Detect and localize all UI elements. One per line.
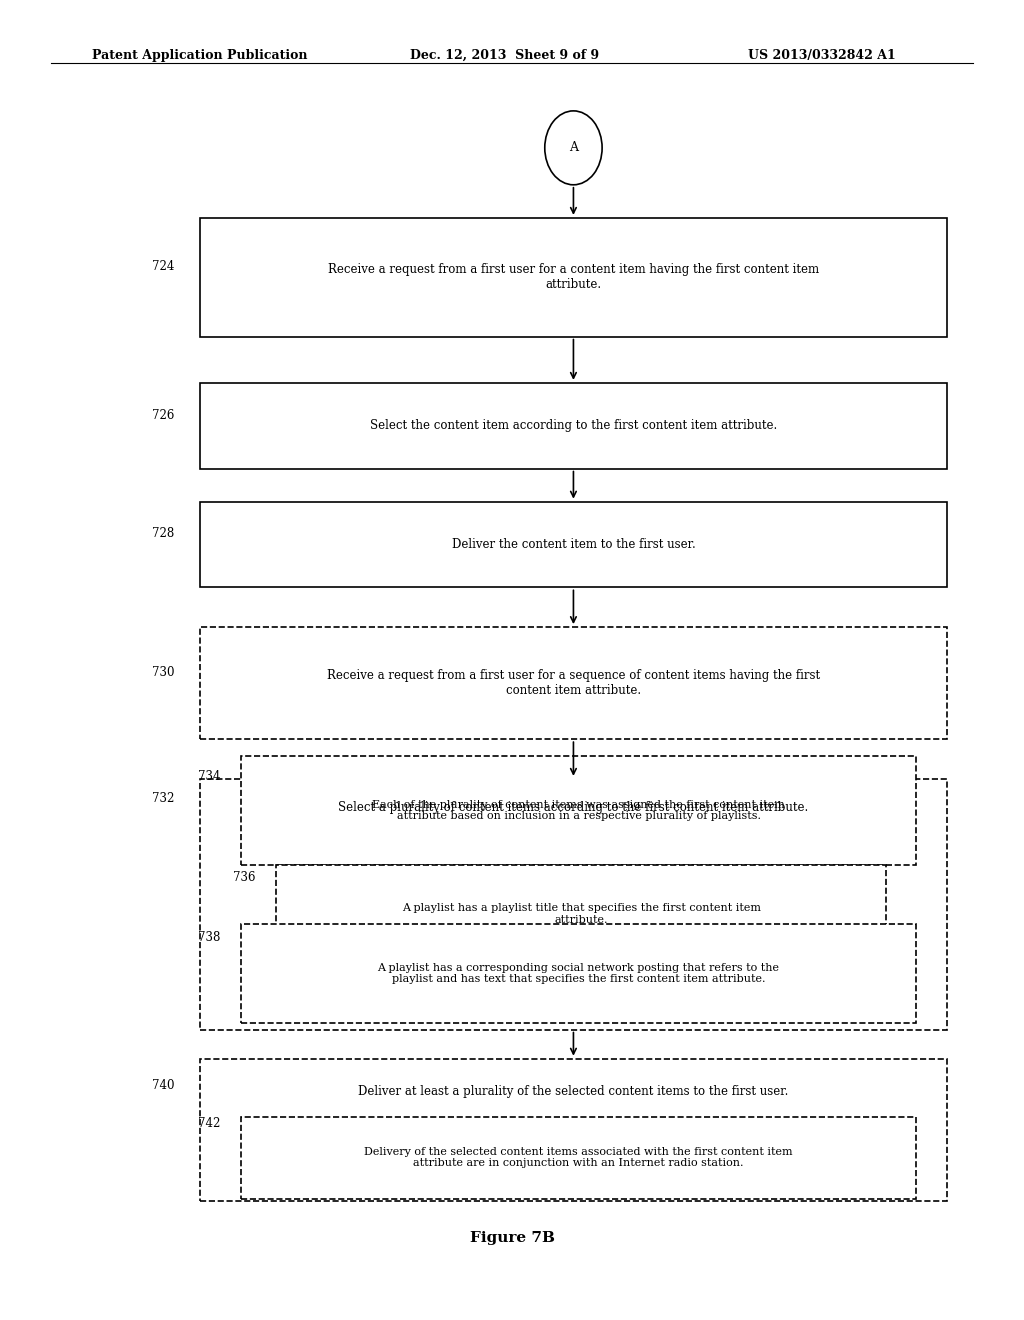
Text: US 2013/0332842 A1: US 2013/0332842 A1 [748,49,895,62]
FancyBboxPatch shape [200,1059,947,1201]
Text: Each of the plurality of content items was assigned the first content item
attri: Each of the plurality of content items w… [372,800,785,821]
FancyBboxPatch shape [241,1117,916,1199]
Text: Receive a request from a first user for a sequence of content items having the f: Receive a request from a first user for … [327,669,820,697]
Text: 732: 732 [152,792,174,805]
Text: 736: 736 [233,871,256,884]
Text: Patent Application Publication: Patent Application Publication [92,49,307,62]
Text: Delivery of the selected content items associated with the first content item
at: Delivery of the selected content items a… [365,1147,793,1168]
Text: 728: 728 [152,528,174,540]
Text: Receive a request from a first user for a content item having the first content : Receive a request from a first user for … [328,263,819,292]
Text: 724: 724 [152,260,174,273]
Text: A playlist has a playlist title that specifies the first content item
attribute.: A playlist has a playlist title that spe… [401,903,761,925]
Text: Deliver at least a plurality of the selected content items to the first user.: Deliver at least a plurality of the sele… [358,1085,788,1098]
FancyBboxPatch shape [200,779,947,1030]
FancyBboxPatch shape [200,502,947,587]
Text: Select a plurality of content items according to the first content item attribut: Select a plurality of content items acco… [338,801,809,814]
Text: A playlist has a corresponding social network posting that refers to the
playlis: A playlist has a corresponding social ne… [378,962,779,985]
Text: 742: 742 [198,1117,220,1130]
FancyBboxPatch shape [241,756,916,865]
Text: Figure 7B: Figure 7B [469,1232,555,1245]
Text: 740: 740 [152,1078,174,1092]
FancyBboxPatch shape [241,924,916,1023]
FancyBboxPatch shape [276,865,886,964]
FancyBboxPatch shape [200,383,947,469]
Text: Dec. 12, 2013  Sheet 9 of 9: Dec. 12, 2013 Sheet 9 of 9 [410,49,599,62]
Text: Select the content item according to the first content item attribute.: Select the content item according to the… [370,420,777,432]
FancyBboxPatch shape [200,627,947,739]
Text: 734: 734 [198,770,220,783]
Text: 726: 726 [152,409,174,421]
Text: 738: 738 [198,931,220,944]
Text: A: A [569,141,578,154]
Text: Deliver the content item to the first user.: Deliver the content item to the first us… [452,539,695,550]
Text: 730: 730 [152,667,174,678]
FancyBboxPatch shape [200,218,947,337]
